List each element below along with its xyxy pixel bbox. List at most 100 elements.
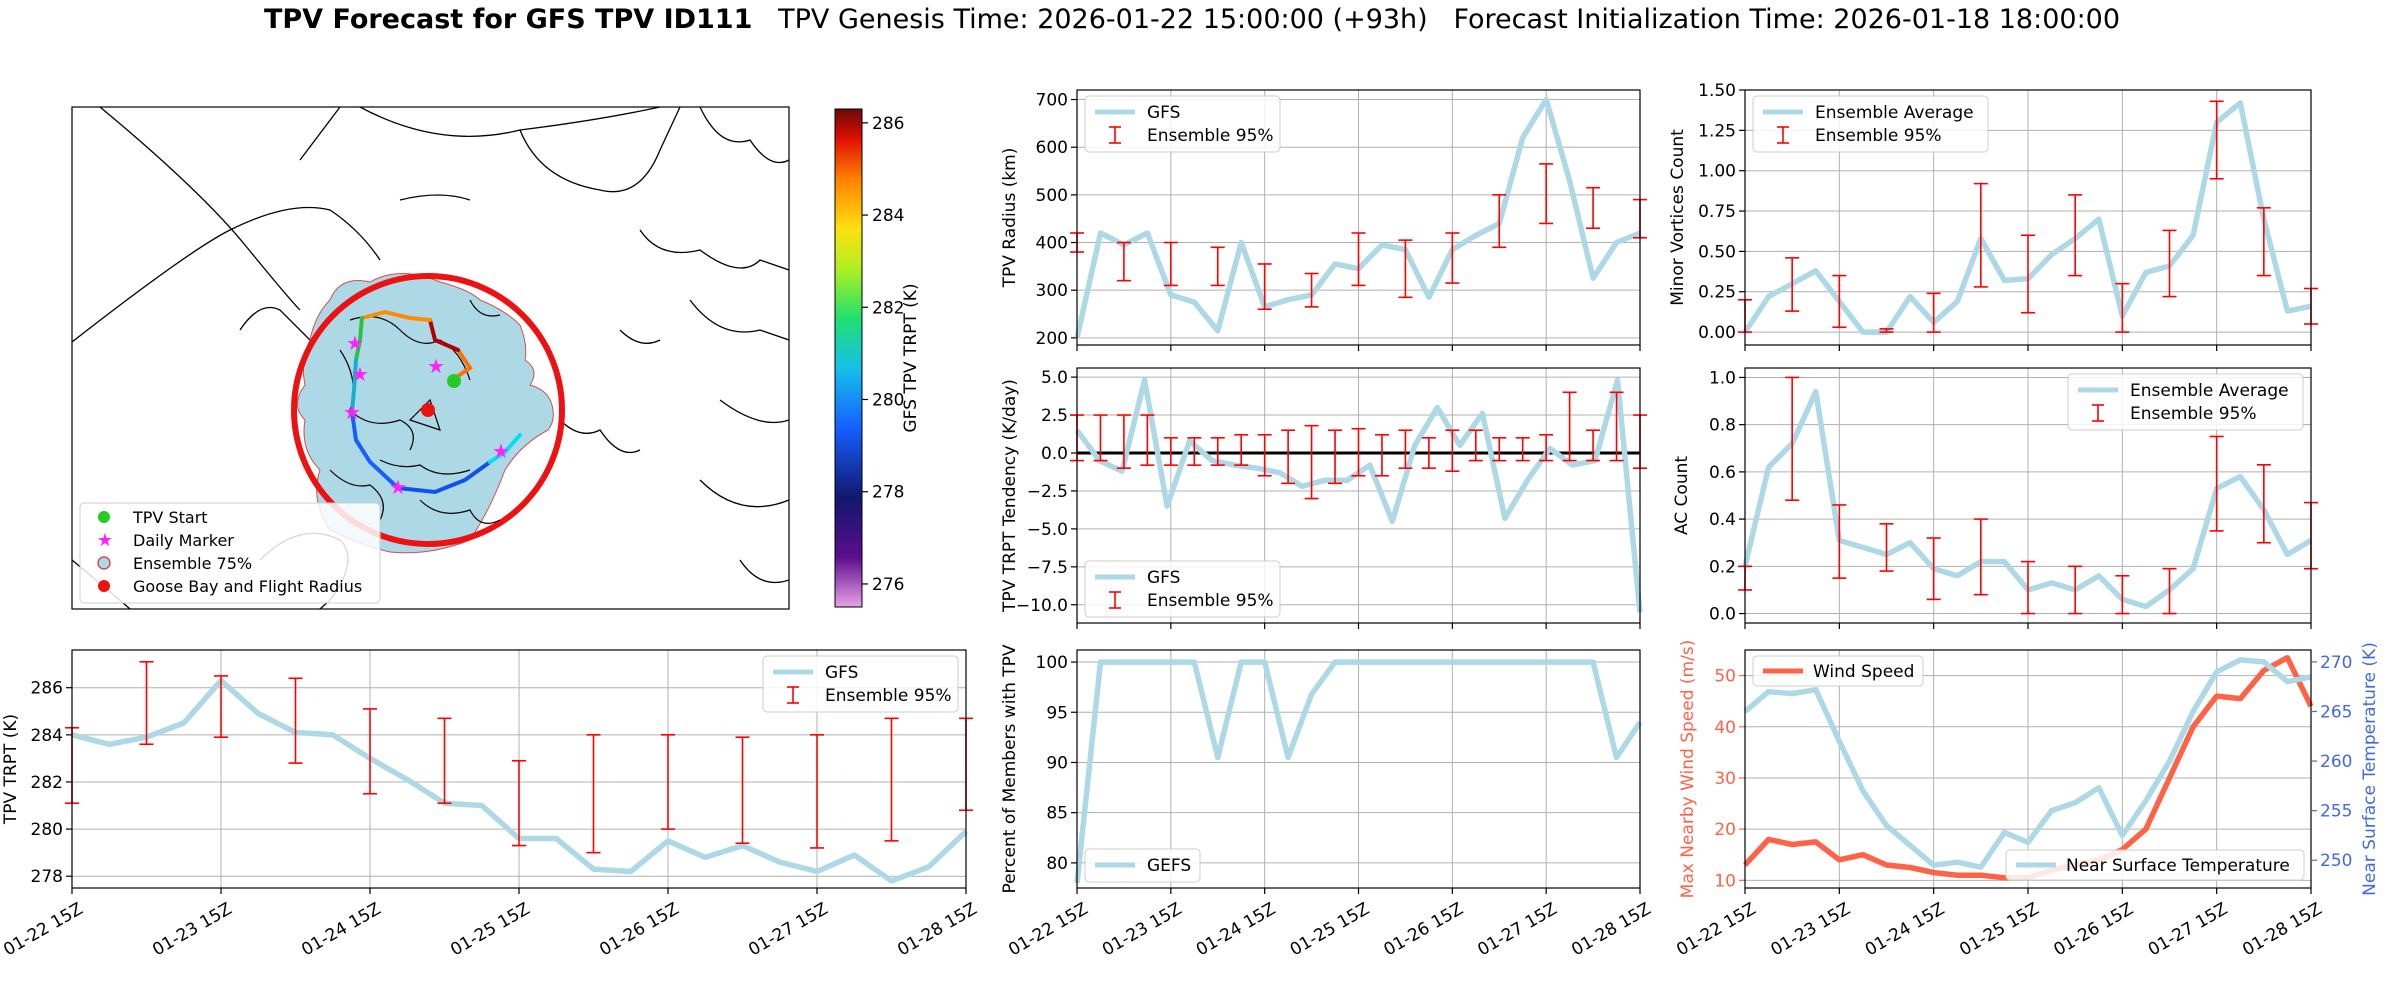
legend-box: [1084, 848, 1201, 883]
error-bar: [214, 675, 228, 738]
chart-minor: 0.00 0.25 0.50 0.75 1.00 1.25 1.50 Minor Vortic…: [1668, 81, 2318, 351]
error-bar: [1257, 263, 1272, 311]
legend-box: [1752, 655, 1924, 687]
y-tick-label: 80: [1046, 854, 1068, 874]
legend-label: GEFS: [1147, 856, 1191, 876]
error-bar: [139, 660, 154, 746]
y-tick-label: 0.4: [1709, 510, 1736, 530]
y2-tick-label: 265: [2320, 702, 2352, 722]
y-tick-label: 200: [1036, 329, 1068, 349]
error-bar: [1116, 414, 1131, 469]
y-tick-label: 0.2: [1709, 557, 1736, 577]
flight-radius-circle: [291, 273, 565, 547]
error-bar: [512, 759, 526, 847]
error-bar: [1492, 437, 1507, 462]
legend-label: Near Surface Temperature: [2066, 856, 2290, 876]
y2-tick-label: 255: [2320, 802, 2352, 822]
error-bar: [2209, 435, 2224, 532]
chart-legend: GFS Ensemble 95%: [1084, 560, 1281, 618]
axes-frame: [1744, 367, 2312, 624]
error-bar: [2068, 194, 2083, 277]
error-bar: [661, 734, 675, 830]
y-tick-label: 0.50: [1698, 242, 1736, 262]
y-tick-label: 0.00: [1698, 323, 1736, 343]
error-bar: [1586, 429, 1601, 462]
error-bar: [2209, 100, 2224, 180]
legend-label: GFS: [1147, 568, 1180, 588]
error-bar: [1210, 437, 1225, 466]
error-bar: [1785, 257, 1800, 312]
error-bar: [1140, 414, 1155, 466]
legend-label: Ensemble 95%: [1147, 591, 1274, 611]
map-legend: ★ TPV Start Daily Marker Ensemble 75% Go…: [79, 502, 381, 604]
error-bar: [1163, 241, 1178, 287]
error-bar: [1187, 437, 1202, 466]
error-bar: [1879, 328, 1894, 333]
title-rest: TPV Genesis Time: 2026-01-22 15:00:00 (+…: [752, 4, 2121, 35]
legend-box: [2005, 849, 2305, 881]
error-bar: [1093, 414, 1108, 462]
error-bar: [1398, 429, 1413, 469]
y-tick-label: 500: [1036, 186, 1068, 206]
chart-ac: 0.0 0.2 0.4 0.6 0.8 1.0 AC Count Ensemble Avera…: [1672, 367, 2318, 629]
legend-label: Wind Speed: [1813, 662, 1914, 682]
axes-frame: [1076, 649, 1641, 889]
error-bar: [1281, 429, 1296, 485]
magenta-star-icon: ★: [97, 530, 113, 551]
error-bar: [437, 717, 452, 804]
legend-box: [2067, 373, 2304, 431]
svg-text:★: ★: [427, 354, 445, 378]
svg-text:★: ★: [346, 331, 364, 355]
y-tick-label: 1.25: [1698, 121, 1736, 141]
y-tick-label: −2.5: [1027, 482, 1068, 502]
y2-tick-label: 270: [2320, 653, 2352, 673]
axes-frame: [1744, 89, 2312, 346]
chart-legend: Near Surface Temperature: [2005, 849, 2305, 881]
error-bar: [1468, 429, 1483, 462]
y-tick-label: 300: [1036, 281, 1068, 301]
chart-legend: Ensemble Average Ensemble 95%: [1752, 95, 1989, 153]
error-bar: [884, 717, 899, 842]
error-bar: [2021, 560, 2035, 615]
y-tick-label: 0.8: [1709, 416, 1736, 436]
page-title: TPV Forecast for GFS TPV ID111 TPV Genes…: [0, 4, 2384, 35]
error-bar: [1973, 182, 1988, 288]
y-tick-label: 0.6: [1709, 463, 1736, 483]
legend-label: Ensemble 95%: [1147, 126, 1274, 146]
error-bar: [1609, 391, 1624, 462]
y-axis-label: Max Nearby Wind Speed (m/s): [1678, 640, 1698, 899]
chart-legend: GFS Ensemble 95%: [1084, 95, 1281, 153]
error-bar: [1562, 391, 1577, 462]
error-bar: [288, 677, 303, 764]
y-tick-label: 280: [31, 820, 63, 840]
y-tick-label: 2.5: [1041, 406, 1068, 426]
error-bar: [1351, 427, 1366, 477]
y-tick-label: −10.0: [1016, 596, 1068, 616]
error-bar: [2021, 234, 2035, 314]
error-bar: [735, 736, 750, 845]
y-tick-label: 20: [1714, 820, 1736, 840]
error-bar: [363, 708, 377, 795]
error-bar: [1492, 194, 1507, 249]
chart-legend: GEFS: [1084, 848, 1201, 883]
error-bar: [1374, 433, 1389, 477]
series-line-near-surface-temperature: [1743, 657, 2312, 870]
svg-text:★: ★: [343, 400, 361, 424]
y-tick-label: 284: [31, 726, 63, 746]
error-bar: [2162, 229, 2177, 298]
error-bar: [1234, 433, 1249, 466]
colorbar-tick-label: 278: [872, 483, 904, 503]
error-bar: [1398, 239, 1413, 299]
y-axis-label: TPV Radius (km): [1000, 148, 1020, 289]
y-tick-label: 1.50: [1698, 81, 1736, 101]
tpv-start-marker: [447, 374, 461, 388]
tpv-track: [350, 309, 522, 495]
error-bar: [1515, 437, 1530, 462]
y-tick-label: 10: [1714, 871, 1736, 891]
y-tick-label: 278: [31, 867, 63, 887]
legend-label: Ensemble Average: [2130, 381, 2289, 401]
y-tick-label: 0.75: [1698, 202, 1736, 222]
